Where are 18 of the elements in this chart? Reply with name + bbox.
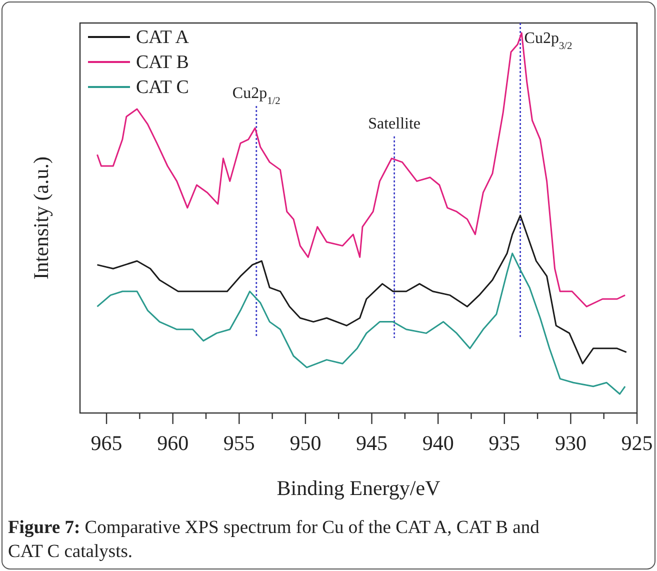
x-tick-label: 950 (290, 431, 322, 455)
x-tick-label: 930 (554, 431, 586, 455)
x-tick-label: 925 (621, 431, 653, 455)
y-axis-title: Intensity (a.u.) (29, 156, 53, 280)
x-tick-label: 945 (356, 431, 388, 455)
x-tick-label: 955 (223, 431, 255, 455)
caption: Figure 7: Comparative XPS spectrum for Cu of the CAT A, CAT B and CAT C catalysts. (8, 518, 540, 562)
ref-line-label: Cu2p$_{1/2}$ (232, 85, 280, 106)
x-tick-label: 940 (422, 431, 454, 455)
legend-label: CAT B (136, 52, 189, 73)
legend-label: CAT A (136, 27, 190, 48)
ref-line-label: Satellite (368, 115, 421, 132)
x-axis-title: Binding Energy/eV (276, 476, 440, 500)
x-tick-label: 960 (157, 431, 189, 455)
legend-label: CAT C (136, 77, 189, 98)
x-tick-label: 935 (488, 431, 520, 455)
ref-line-label: Cu2p$_{3/2}$ (524, 30, 572, 52)
x-tick-label: 965 (90, 431, 122, 455)
